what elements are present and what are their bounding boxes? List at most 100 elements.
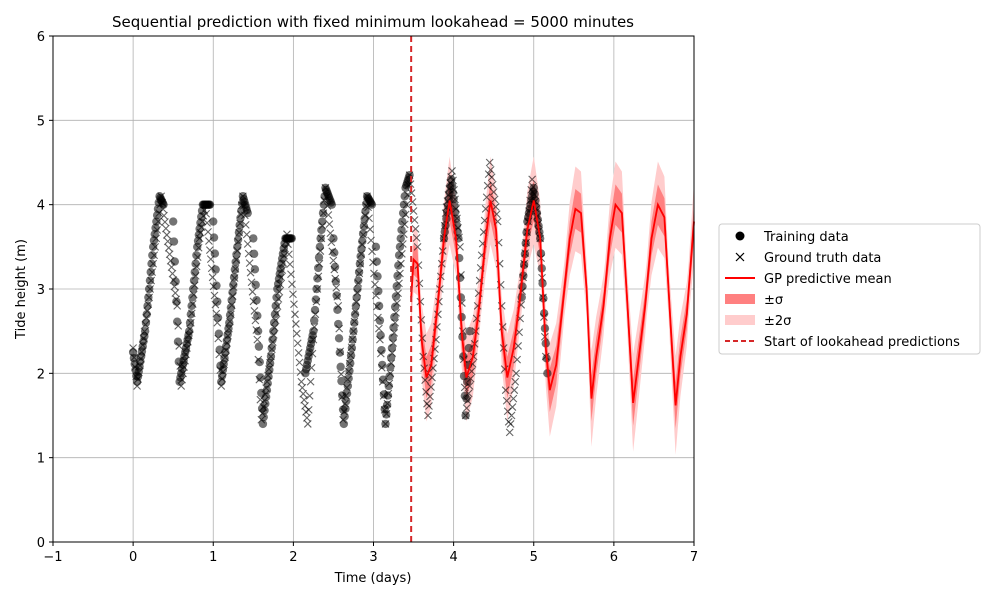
training-point [143, 301, 152, 311]
training-point [190, 267, 200, 277]
training-point [315, 242, 325, 252]
training-point [243, 208, 252, 218]
training-point [367, 200, 377, 209]
x-tick-label: 2 [289, 550, 297, 565]
x-tick-label: 1 [209, 550, 217, 565]
training-point [252, 296, 261, 305]
ground-truth-point [325, 220, 334, 229]
training-point [173, 337, 183, 346]
training-point [225, 310, 235, 320]
training-point [168, 217, 178, 226]
legend-label: ±2σ [764, 314, 791, 329]
training-point [349, 326, 358, 336]
ground-truth-point [367, 236, 375, 245]
training-point [386, 353, 396, 362]
training-point [359, 222, 369, 231]
training-point [270, 310, 280, 319]
training-point [355, 259, 365, 268]
training-point [388, 333, 397, 342]
y-tick-label: 5 [37, 114, 45, 129]
training-point [398, 208, 408, 218]
training-point [327, 200, 337, 209]
training-point [374, 301, 384, 311]
legend-item-band1: ±σ [725, 293, 783, 308]
training-point [319, 200, 329, 209]
training-point [351, 301, 361, 311]
training-point [314, 263, 323, 273]
ground-truth-point [241, 221, 250, 229]
training-point [346, 351, 356, 360]
ground-truth-point [332, 283, 341, 292]
ground-truth-point [161, 218, 169, 226]
training-point [313, 274, 322, 283]
ground-truth-point [514, 342, 523, 350]
training-point [210, 249, 220, 258]
chart-title: Sequential prediction with fixed minimum… [112, 13, 634, 31]
training-point [376, 331, 385, 340]
training-point [386, 362, 395, 372]
training-point [346, 359, 355, 368]
training-point [390, 312, 399, 322]
training-point [394, 251, 404, 260]
ground-truth-point [508, 403, 517, 411]
training-point [213, 297, 222, 306]
ground-truth-point [289, 290, 297, 299]
training-point [385, 372, 394, 381]
training-point [461, 411, 470, 420]
training-point [395, 242, 405, 252]
training-point [387, 343, 397, 353]
training-point [389, 323, 398, 332]
ground-truth-point [505, 428, 514, 437]
training-point [145, 276, 155, 285]
legend-item-training: Training data [735, 230, 849, 245]
training-point [250, 265, 260, 274]
training-point [189, 276, 199, 285]
training-point [233, 242, 242, 252]
training-point [267, 343, 276, 353]
training-point [152, 211, 162, 220]
training-point [398, 217, 407, 226]
ground-truth-point [161, 224, 170, 233]
y-tick-label: 0 [37, 536, 45, 551]
training-point [269, 326, 278, 336]
ground-truth-point [413, 242, 422, 251]
training-point [205, 200, 215, 209]
training-point [405, 170, 414, 180]
training-point [186, 310, 196, 319]
training-point [231, 257, 240, 267]
training-point [188, 293, 197, 302]
training-point [159, 200, 168, 209]
ground-truth-point [286, 260, 294, 269]
ground-truth-point [511, 377, 520, 386]
training-point [335, 348, 345, 357]
predictive-mean-layer [410, 200, 695, 406]
x-axis-label: Time (days) [334, 571, 412, 586]
training-point [148, 242, 158, 252]
training-point [256, 373, 265, 382]
training-point [263, 379, 272, 388]
training-point [519, 271, 528, 280]
training-point [372, 257, 381, 266]
training-point [171, 277, 180, 286]
training-point [265, 359, 275, 368]
training-point [265, 365, 274, 375]
training-point [318, 208, 328, 218]
training-point [399, 200, 409, 209]
training-point [172, 297, 181, 306]
ground-truth-point [164, 243, 173, 252]
training-point [253, 326, 263, 336]
ground-truth-point [248, 287, 257, 296]
ground-truth-point [204, 228, 212, 236]
training-point [187, 301, 196, 311]
ground-truth-point [512, 369, 521, 378]
legend-label: Training data [763, 230, 849, 245]
training-point [144, 293, 153, 302]
training-point [356, 252, 365, 261]
training-point [260, 406, 269, 415]
ground-truth-point [502, 396, 511, 405]
legend-item-band2: ±2σ [725, 314, 791, 329]
training-point [392, 281, 401, 291]
training-point [146, 267, 155, 277]
ground-truth-point [487, 173, 496, 182]
training-point [309, 326, 318, 336]
